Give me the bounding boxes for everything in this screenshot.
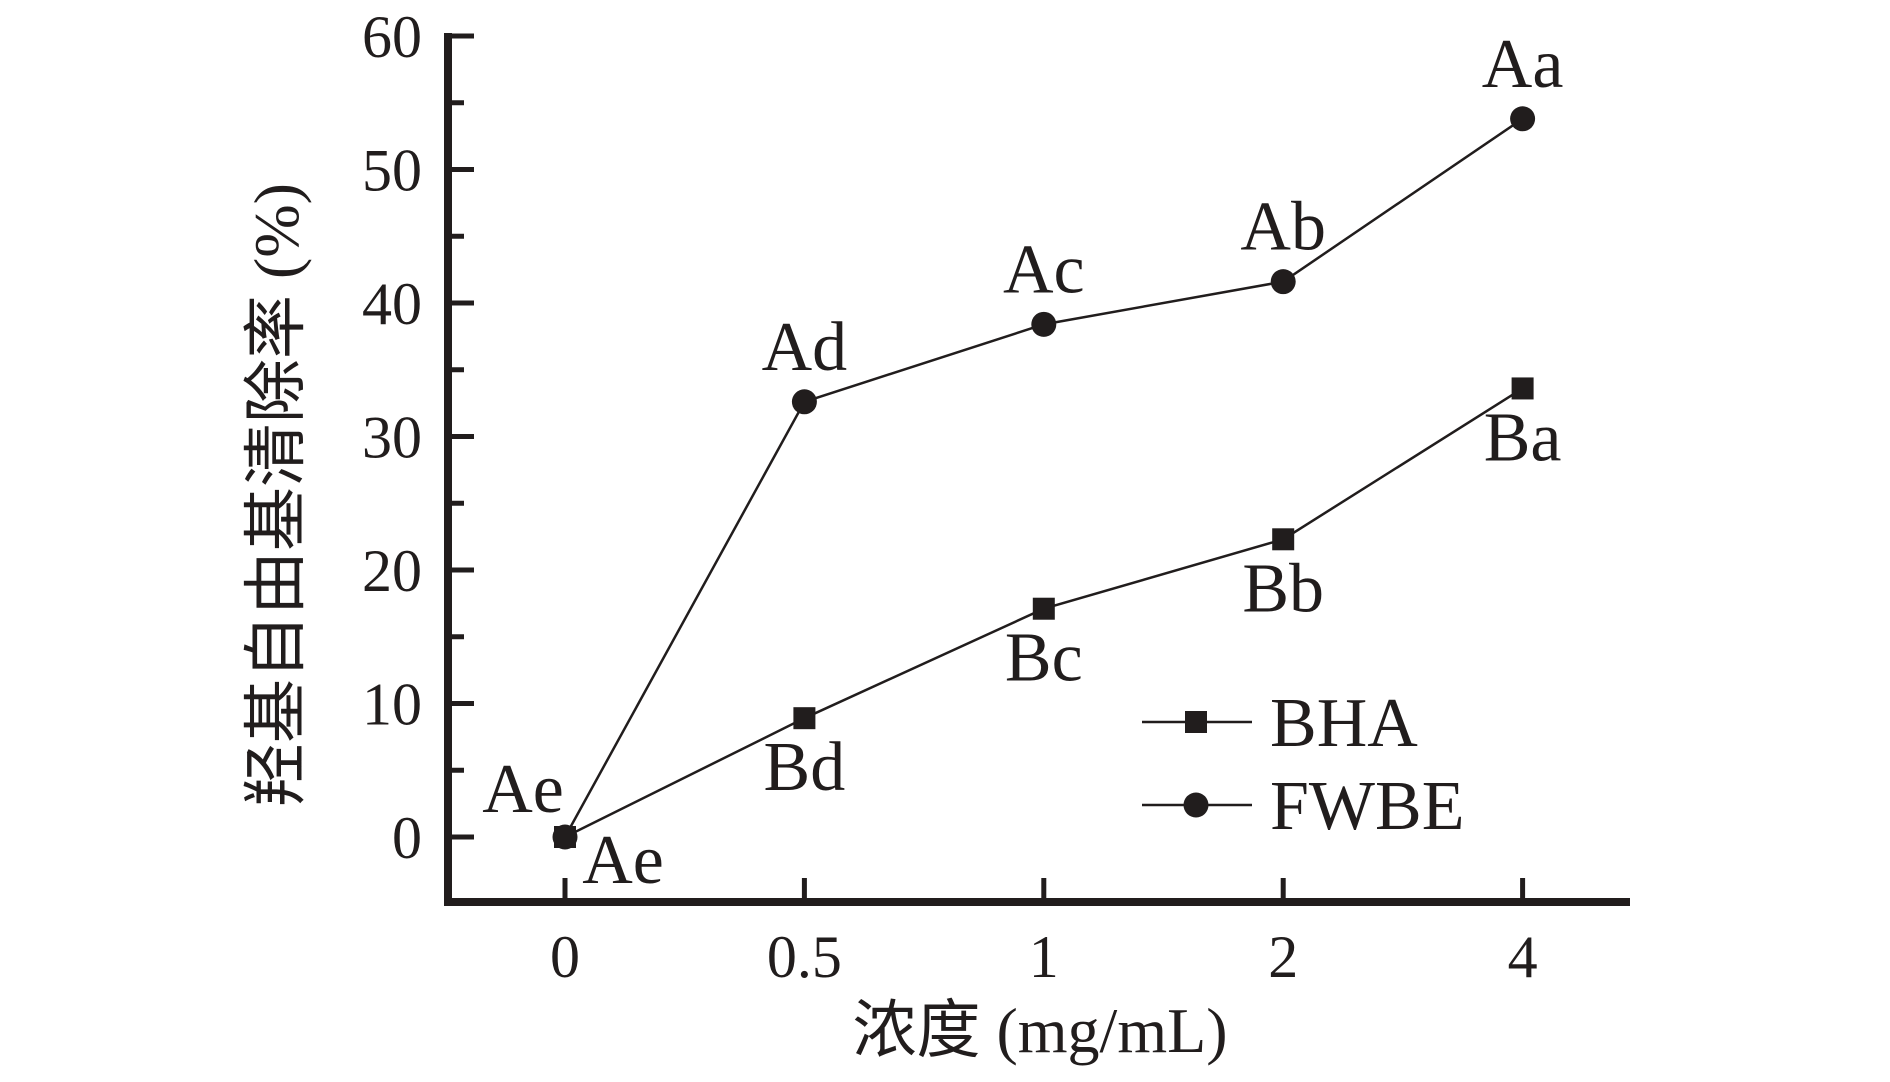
x-tick-label: 0 [550,924,580,990]
legend-square-marker-icon [1185,711,1207,733]
point-label-Ad: Ad [762,309,848,386]
y-tick-label: 60 [362,4,422,70]
y-tick-label: 30 [362,405,422,471]
marker-circle-FWBE-2 [1031,311,1057,337]
marker-square-BHA-4 [1511,377,1534,400]
marker-square-BHA-3 [1272,528,1295,551]
point-label-Ae: Ae [582,822,664,899]
marker-square-BHA-2 [1032,597,1055,620]
plot-area: 0 10 20 30 40 50 60 0 0.5 1 2 4 Ae Ad Ac Ab Aa Ae Bd Bc Bb Ba [362,4,1630,990]
marker-square-BHA-0 [554,826,576,848]
legend-label-fwbe: FWBE [1270,768,1464,845]
y-tick-label: 20 [362,538,422,604]
y-tick-label: 40 [362,271,422,337]
marker-circle-FWBE-4 [1510,106,1536,132]
x-tick-label: 2 [1268,924,1298,990]
y-tick-label: 10 [362,672,422,738]
legend-circle-marker-icon [1183,792,1209,818]
point-label-Aa: Aa [1482,26,1564,103]
point-label-Bd: Bd [764,729,846,806]
marker-square-BHA-1 [793,707,816,730]
y-axis-title: 羟基自由基清除率 (%) [241,183,312,807]
point-label-Ae: Ae [482,751,564,828]
point-label-Ab: Ab [1240,189,1326,266]
marker-circle-FWBE-3 [1270,269,1296,295]
legend: BHA FWBE [1142,685,1464,845]
x-tick-label: 0.5 [767,924,842,990]
point-label-Bc: Bc [1005,620,1083,697]
point-label-Ac: Ac [1003,231,1085,308]
y-tick-label: 0 [392,805,422,871]
y-tick-label: 50 [362,138,422,204]
x-tick-label: 4 [1508,924,1538,990]
x-axis-title: 浓度 (mg/mL) [852,995,1227,1066]
point-label-Bb: Bb [1242,550,1324,627]
legend-label-bha: BHA [1270,685,1418,762]
point-label-Ba: Ba [1484,399,1562,476]
marker-circle-FWBE-1 [791,389,817,415]
x-tick-label: 1 [1029,924,1059,990]
